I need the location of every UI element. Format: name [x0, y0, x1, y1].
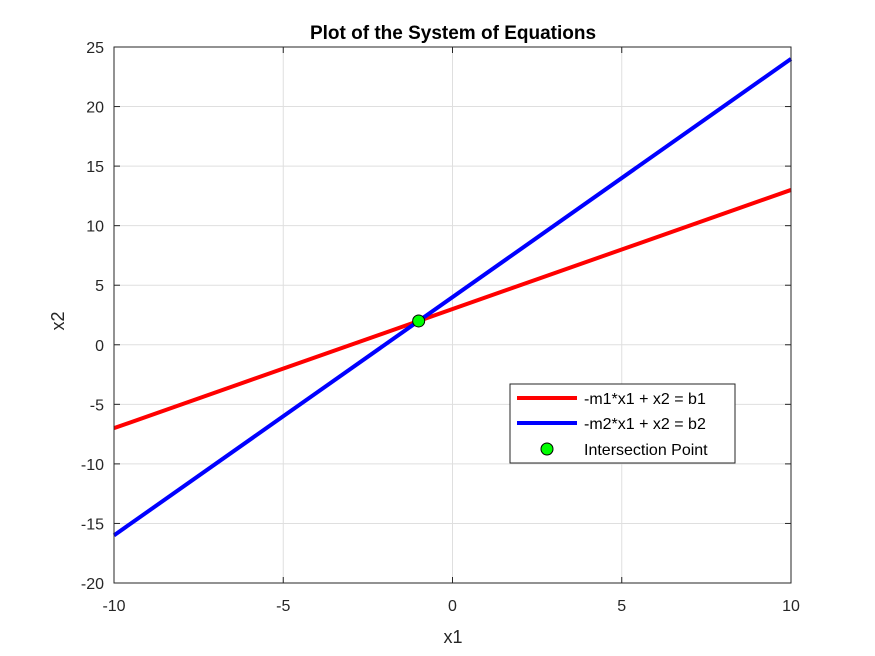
legend-swatch-marker [540, 442, 554, 456]
y-tick-label: -20 [81, 576, 104, 593]
x-tick-label: -10 [102, 598, 125, 615]
legend: -m1*x1 + x2 = b1 -m2*x1 + x2 = b2 Intersec… [509, 383, 736, 464]
y-axis-label: x2 [48, 311, 68, 330]
x-axis-label: x1 [443, 627, 462, 647]
y-tick-label: 5 [95, 278, 104, 295]
x-tick-label: 5 [617, 598, 626, 615]
y-tick-label: 25 [86, 40, 104, 57]
y-tick-label: -15 [81, 516, 104, 533]
x-tick-label: 10 [782, 598, 800, 615]
series [112, 57, 793, 537]
series-line-2 [112, 57, 793, 537]
legend-label-1: -m1*x1 + x2 = b1 [584, 391, 706, 408]
y-tick-label: -5 [90, 397, 104, 414]
x-tick-label: -5 [276, 598, 290, 615]
y-tick-label: 10 [86, 219, 104, 236]
ticks: -10 -5 0 5 10 -20 -15 -10 -5 0 5 10 15 20 25 [81, 40, 800, 615]
series-line-1 [113, 188, 792, 431]
x-tick-label: 0 [448, 598, 457, 615]
chart-title: Plot of the System of Equations [310, 23, 596, 44]
y-tick-label: 15 [86, 159, 104, 176]
y-tick-label: 0 [95, 338, 104, 355]
intersection-point-marker [412, 314, 426, 328]
legend-label-2: -m2*x1 + x2 = b2 [584, 416, 706, 433]
y-tick-label: -10 [81, 457, 104, 474]
legend-label-3: Intersection Point [584, 442, 708, 459]
y-tick-label: 20 [86, 100, 104, 117]
